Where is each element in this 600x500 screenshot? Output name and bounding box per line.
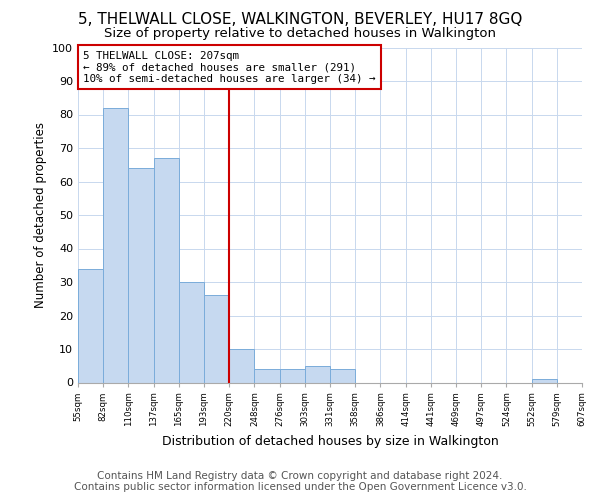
- Text: 5 THELWALL CLOSE: 207sqm
← 89% of detached houses are smaller (291)
10% of semi-: 5 THELWALL CLOSE: 207sqm ← 89% of detach…: [83, 51, 376, 84]
- Bar: [154, 158, 179, 382]
- Text: Contains HM Land Registry data © Crown copyright and database right 2024.
Contai: Contains HM Land Registry data © Crown c…: [74, 471, 526, 492]
- Bar: [532, 379, 557, 382]
- Bar: [254, 369, 280, 382]
- Bar: [179, 282, 204, 382]
- X-axis label: Distribution of detached houses by size in Walkington: Distribution of detached houses by size …: [161, 434, 499, 448]
- Bar: [103, 108, 128, 382]
- Text: Size of property relative to detached houses in Walkington: Size of property relative to detached ho…: [104, 28, 496, 40]
- Text: 5, THELWALL CLOSE, WALKINGTON, BEVERLEY, HU17 8GQ: 5, THELWALL CLOSE, WALKINGTON, BEVERLEY,…: [78, 12, 522, 28]
- Bar: [204, 296, 229, 382]
- Bar: [330, 369, 355, 382]
- Bar: [229, 349, 254, 382]
- Bar: [78, 268, 103, 382]
- Y-axis label: Number of detached properties: Number of detached properties: [34, 122, 47, 308]
- Bar: [128, 168, 154, 382]
- Bar: [280, 369, 305, 382]
- Bar: [305, 366, 330, 382]
